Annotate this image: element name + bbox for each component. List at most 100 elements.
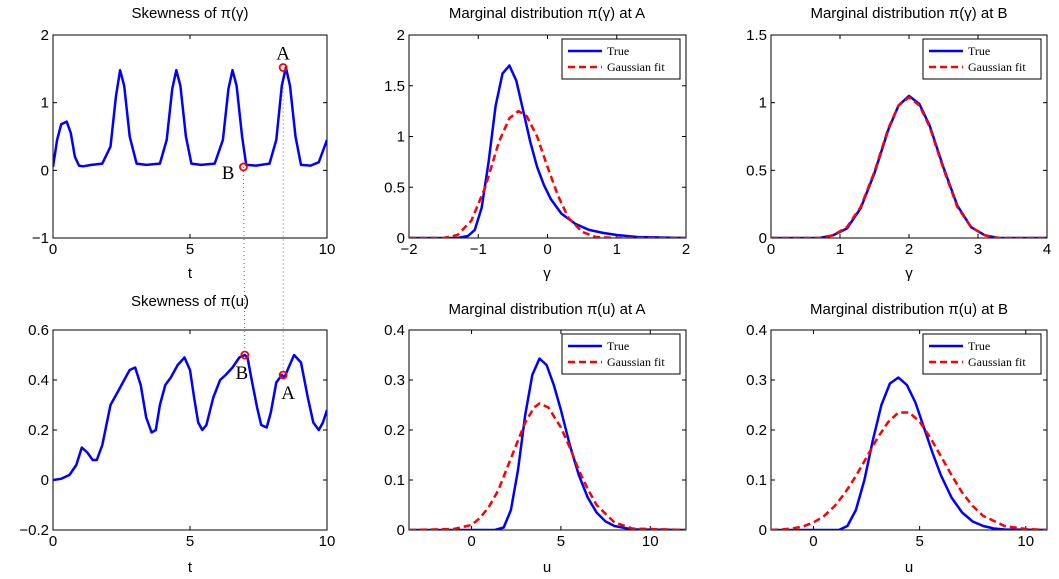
y-tick-label: 0.1: [384, 472, 405, 489]
panel-title: Skewness of π(u): [131, 293, 249, 310]
x-tick-label: 10: [1017, 533, 1034, 550]
y-tick-label: 0: [397, 522, 405, 539]
y-tick-label: 0.2: [28, 422, 49, 439]
marker-label-a: A: [276, 43, 290, 64]
legend-label: True: [607, 339, 629, 353]
x-axis-label: t: [188, 559, 193, 576]
x-tick-label: 0: [767, 241, 775, 258]
x-tick-label: −2: [400, 241, 417, 258]
x-tick-label: 5: [186, 533, 194, 550]
x-axis-label: γ: [543, 265, 551, 282]
x-tick-label: 0: [49, 241, 57, 258]
y-tick-label: 2: [397, 27, 405, 44]
y-tick-label: 1: [397, 129, 405, 146]
y-tick-label: 0.1: [746, 472, 767, 489]
legend-label: Gaussian fit: [607, 355, 665, 369]
panel-marginal-u-a: Marginal distribution π(u) at A u 0 5 10 0 0…: [384, 301, 687, 576]
x-tick-label: 5: [186, 241, 194, 258]
y-tick-label: 1: [759, 95, 767, 112]
legend-label: True: [607, 44, 629, 58]
panel-title: Marginal distribution π(u) at A: [448, 301, 645, 318]
panel-marginal-u-b: Marginal distribution π(u) at B u 0 5 10 0 0…: [746, 301, 1048, 576]
series-line-0: [53, 66, 327, 168]
x-tick-label: 5: [915, 533, 923, 550]
x-axis-label: u: [905, 559, 913, 576]
legend-label: True: [968, 44, 990, 58]
x-tick-label: 10: [319, 241, 336, 258]
panel-title: Marginal distribution π(γ) at B: [810, 5, 1007, 22]
y-tick-label: 0: [759, 522, 767, 539]
y-tick-label: 0: [759, 230, 767, 247]
x-tick-label: −1: [470, 241, 487, 258]
marker-label-a: A: [281, 383, 295, 404]
x-tick-label: 2: [682, 241, 690, 258]
x-axis-label: t: [188, 265, 193, 282]
x-tick-label: 1: [836, 241, 844, 258]
series-line-true: [771, 376, 1047, 530]
series-line-true: [409, 64, 686, 238]
panel-marginal-gamma-a: Marginal distribution π(γ) at A γ −2 −1 0 1…: [384, 5, 690, 282]
marker-point-a: [278, 370, 288, 380]
y-tick-label: 0.3: [384, 372, 405, 389]
y-tick-label: 0: [397, 230, 405, 247]
x-axis-label: γ: [905, 265, 913, 282]
legend-label: True: [968, 339, 990, 353]
series-line-gaussian-fit: [771, 96, 1047, 238]
legend: True Gaussian fit: [922, 333, 1042, 375]
y-tick-label: 0.5: [384, 179, 405, 196]
x-tick-label: 0: [49, 533, 57, 550]
y-tick-label: 0.3: [746, 372, 767, 389]
x-tick-label: 4: [1043, 241, 1051, 258]
panel-skewness-u: Skewness of π(u) t 0 5 10−0.200.20.40.6BA: [19, 293, 335, 576]
x-tick-label: 2: [905, 241, 913, 258]
y-tick-label: 0.6: [28, 322, 49, 339]
panel-marginal-gamma-b: Marginal distribution π(γ) at B γ 0 1 2 3 4 0…: [746, 5, 1051, 282]
series-line-true: [409, 357, 686, 530]
legend-box: [922, 38, 1042, 80]
marker-connectors: [242, 67, 284, 375]
marker-label-b: B: [222, 163, 235, 184]
y-tick-label: 0.2: [384, 422, 405, 439]
y-tick-label: 0.4: [28, 372, 49, 389]
y-tick-label: 0: [41, 162, 49, 179]
marker-point-b: [239, 162, 248, 172]
axes-box: [52, 329, 328, 531]
x-tick-label: 0: [467, 533, 475, 550]
series-line-gaussian-fit: [409, 402, 686, 530]
series-line-true: [771, 94, 1047, 238]
y-tick-label: 2: [41, 27, 49, 44]
marker-point-b: [240, 350, 250, 360]
series-line-gaussian-fit: [771, 411, 1047, 530]
legend-label: Gaussian fit: [607, 60, 665, 74]
legend-box: [561, 333, 681, 375]
legend: True Gaussian fit: [561, 333, 681, 375]
x-axis-label: u: [543, 559, 551, 576]
y-tick-label: 1: [41, 95, 49, 112]
x-tick-label: 3: [974, 241, 982, 258]
series-line-0: [53, 353, 327, 482]
x-tick-label: 0: [809, 533, 817, 550]
y-tick-label: 0.5: [746, 162, 767, 179]
legend: True Gaussian fit: [922, 38, 1042, 80]
y-tick-label: 0.4: [746, 322, 767, 339]
y-tick-label: 1.5: [746, 27, 767, 44]
panel-title: Marginal distribution π(u) at B: [810, 301, 1008, 318]
legend-box: [922, 333, 1042, 375]
series-line-gaussian-fit: [409, 109, 686, 238]
y-tick-label: 0: [41, 472, 49, 489]
x-tick-label: 10: [319, 533, 336, 550]
y-tick-label: −0.2: [19, 522, 49, 539]
x-tick-label: 0: [543, 241, 551, 258]
y-tick-label: −1: [32, 230, 49, 247]
panel-title: Skewness of π(γ): [131, 5, 248, 22]
connector-b: [242, 166, 246, 356]
legend-label: Gaussian fit: [968, 355, 1026, 369]
x-tick-label: 1: [613, 241, 621, 258]
x-tick-label: 10: [642, 533, 659, 550]
panel-title: Marginal distribution π(γ) at A: [449, 5, 645, 22]
marker-point-a: [278, 63, 288, 72]
y-tick-label: 0.2: [746, 422, 767, 439]
x-tick-label: 5: [557, 533, 565, 550]
legend-label: Gaussian fit: [968, 60, 1026, 74]
